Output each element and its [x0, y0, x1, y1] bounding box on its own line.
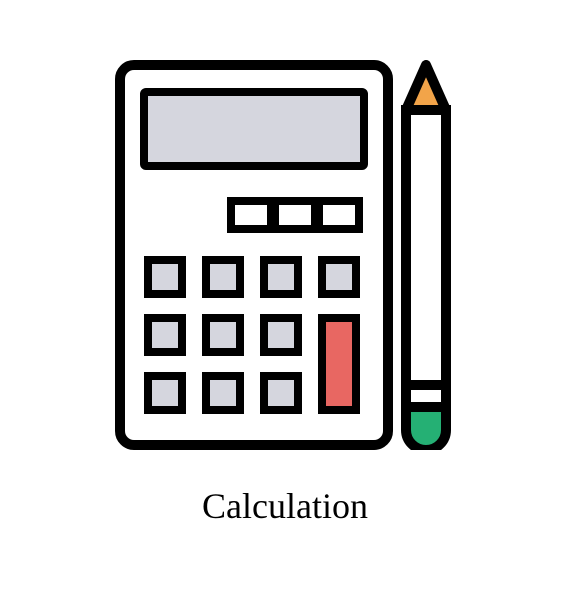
key-r2c1	[148, 318, 182, 352]
icon-caption: Calculation	[202, 485, 368, 527]
fn-button-1	[231, 201, 271, 229]
key-r1c4	[322, 260, 356, 294]
fn-button-2	[275, 201, 315, 229]
key-r1c1	[148, 260, 182, 294]
calculator-screen	[144, 92, 364, 166]
key-r2c2	[206, 318, 240, 352]
calculation-icon	[115, 60, 455, 450]
key-r3c3	[264, 376, 298, 410]
pencil-eraser	[406, 407, 446, 450]
pencil-shaft	[406, 110, 446, 385]
key-r2c3	[264, 318, 298, 352]
key-r3c1	[148, 376, 182, 410]
fn-button-3	[319, 201, 359, 229]
pencil-tip	[406, 65, 446, 110]
key-r3c2	[206, 376, 240, 410]
key-enter	[322, 318, 356, 410]
key-r1c2	[206, 260, 240, 294]
key-r1c3	[264, 260, 298, 294]
